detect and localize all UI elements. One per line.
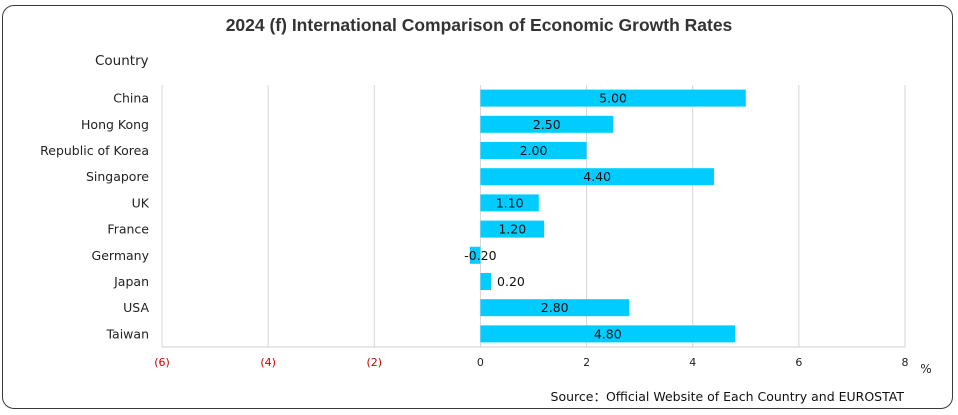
category-label: China [113,91,149,106]
bar [480,194,539,212]
category-label: Hong Kong [81,117,149,132]
chart-frame [2,5,953,409]
category-label: France [107,222,149,237]
bar [480,273,492,290]
bar [480,325,736,343]
category-label: Germany [92,248,150,263]
x-tick-label: 8 [902,356,909,369]
bar [480,299,630,317]
value-label: 4.80 [594,326,622,341]
bar [469,246,481,264]
bar [480,220,545,238]
x-axis-unit: % [920,362,931,376]
chart-title: 2024 (f) International Comparison of Eco… [225,15,733,35]
category-label: Republic of Korea [40,143,149,158]
category-label: Japan [113,274,149,289]
value-label: -0.20 [464,248,496,263]
value-label: 0.20 [497,274,525,289]
x-tick-label: 6 [795,356,802,369]
category-label: USA [123,300,149,315]
value-label: 4.40 [583,169,611,184]
category-label: UK [132,195,150,210]
source-note: Source：Official Website of Each Country … [550,389,904,404]
x-tick-label: (4) [260,356,276,369]
bar [480,168,714,186]
value-label: 2.00 [520,143,548,158]
x-tick-label: 4 [689,356,696,369]
y-axis-label: Country [95,53,149,69]
bar [480,89,746,107]
category-label: Taiwan [105,326,149,341]
value-label: 2.80 [541,300,569,315]
value-label: 5.00 [599,91,627,106]
value-label: 2.50 [533,117,561,132]
x-tick-label: (6) [154,356,170,369]
x-tick-label: (2) [366,356,382,369]
x-tick-label: 2 [583,356,590,369]
bar [480,115,614,133]
value-label: 1.20 [498,222,526,237]
value-label: 1.10 [496,195,524,210]
x-tick-label: 0 [477,356,484,369]
bar [480,142,587,159]
category-label: Singapore [86,169,149,184]
